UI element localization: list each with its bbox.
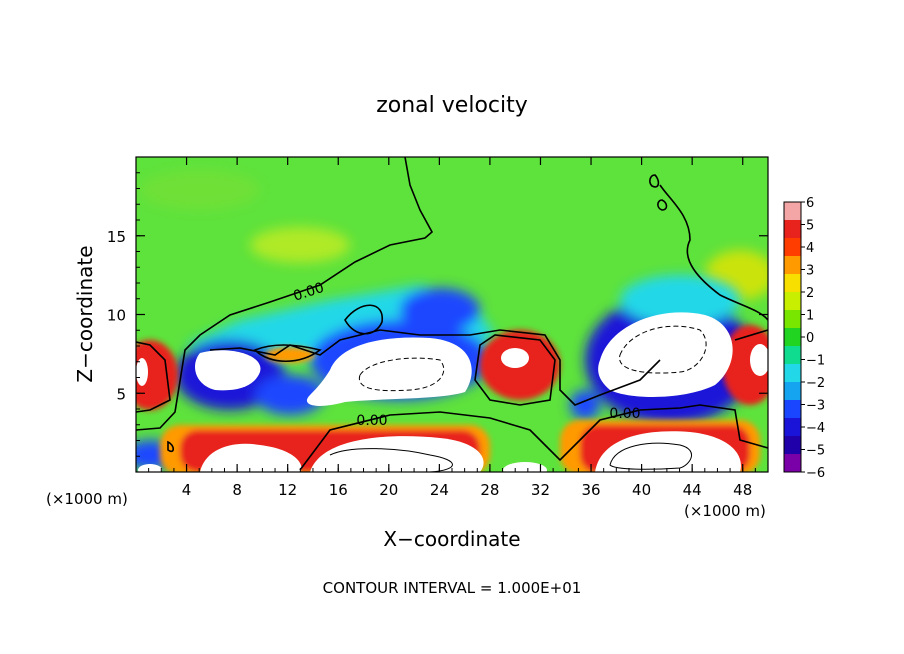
colorbar-swatch <box>784 256 801 275</box>
colorbar-tick-label: 4 <box>806 241 814 256</box>
colorbar-swatch <box>784 400 801 419</box>
x-tick-label: 48 <box>733 481 752 499</box>
x-tick-label: 28 <box>480 481 499 499</box>
colorbar-swatch <box>784 202 801 221</box>
colorbar-tick-label: −4 <box>806 421 825 436</box>
colorbar-tick-label: 0 <box>806 331 814 346</box>
x-tick-label: 12 <box>278 481 297 499</box>
colorbar-tick-label: −6 <box>806 466 825 481</box>
colorbar-tick-label: 6 <box>806 196 814 211</box>
y-tick-label: 10 <box>107 307 126 325</box>
x-unit-right: (×1000 m) <box>684 502 766 520</box>
colorbar-tick-label: −5 <box>806 444 825 459</box>
colorbar-tick-label: 3 <box>806 264 814 279</box>
colorbar-tick-label: 2 <box>806 286 814 301</box>
contour-label: 0.00 <box>609 406 640 422</box>
x-tick-label: 16 <box>329 481 348 499</box>
y-tick-label: 5 <box>116 385 126 403</box>
colorbar-swatch <box>784 220 801 239</box>
colorbar-swatch <box>784 436 801 455</box>
x-tick-label: 4 <box>182 481 192 499</box>
y-tick-label: 15 <box>107 228 126 246</box>
colorbar-swatch <box>784 310 801 329</box>
y-axis: 5 10 15 <box>107 172 768 457</box>
x-unit-left: (×1000 m) <box>46 490 128 508</box>
colorbar-tick-label: 1 <box>806 309 814 324</box>
colorbar-swatch <box>784 328 801 347</box>
colorbar-swatch <box>784 418 801 437</box>
contour-interval-note: CONTOUR INTERVAL = 1.000E+01 <box>323 579 582 597</box>
colorbar-tick-label: −1 <box>806 354 825 369</box>
x-tick-label: 20 <box>379 481 398 499</box>
colorbar: 6 5 4 3 2 1 0 −1 −2 −3 −4 −5 −6 <box>783 196 825 481</box>
colorbar-swatch <box>784 238 801 257</box>
x-tick-label: 40 <box>632 481 651 499</box>
y-axis-label: Z−coordinate <box>73 245 97 382</box>
contour-label: 0.00 <box>356 413 387 429</box>
colorbar-tick-label: −3 <box>806 399 825 414</box>
colorbar-swatch <box>784 274 801 293</box>
x-tick-label: 24 <box>430 481 449 499</box>
x-tick-label: 32 <box>531 481 550 499</box>
colorbar-swatch <box>784 382 801 401</box>
x-tick-label: 8 <box>232 481 242 499</box>
x-tick-label: 36 <box>581 481 600 499</box>
x-axis: 4 8 12 16 20 24 28 32 36 40 44 48 <box>148 157 756 499</box>
colorbar-swatch <box>784 454 801 473</box>
colorbar-tick-label: 5 <box>806 219 814 234</box>
velocity-field: 0.00 0.00 0.00 <box>136 157 768 472</box>
colorbar-tick-label: −2 <box>806 376 825 391</box>
x-tick-label: 44 <box>683 481 702 499</box>
colorbar-swatch <box>784 364 801 383</box>
colorbar-swatch <box>784 292 801 311</box>
colorbar-swatch <box>784 346 801 365</box>
x-axis-label: X−coordinate <box>383 527 520 551</box>
chart-title: zonal velocity <box>376 93 528 118</box>
